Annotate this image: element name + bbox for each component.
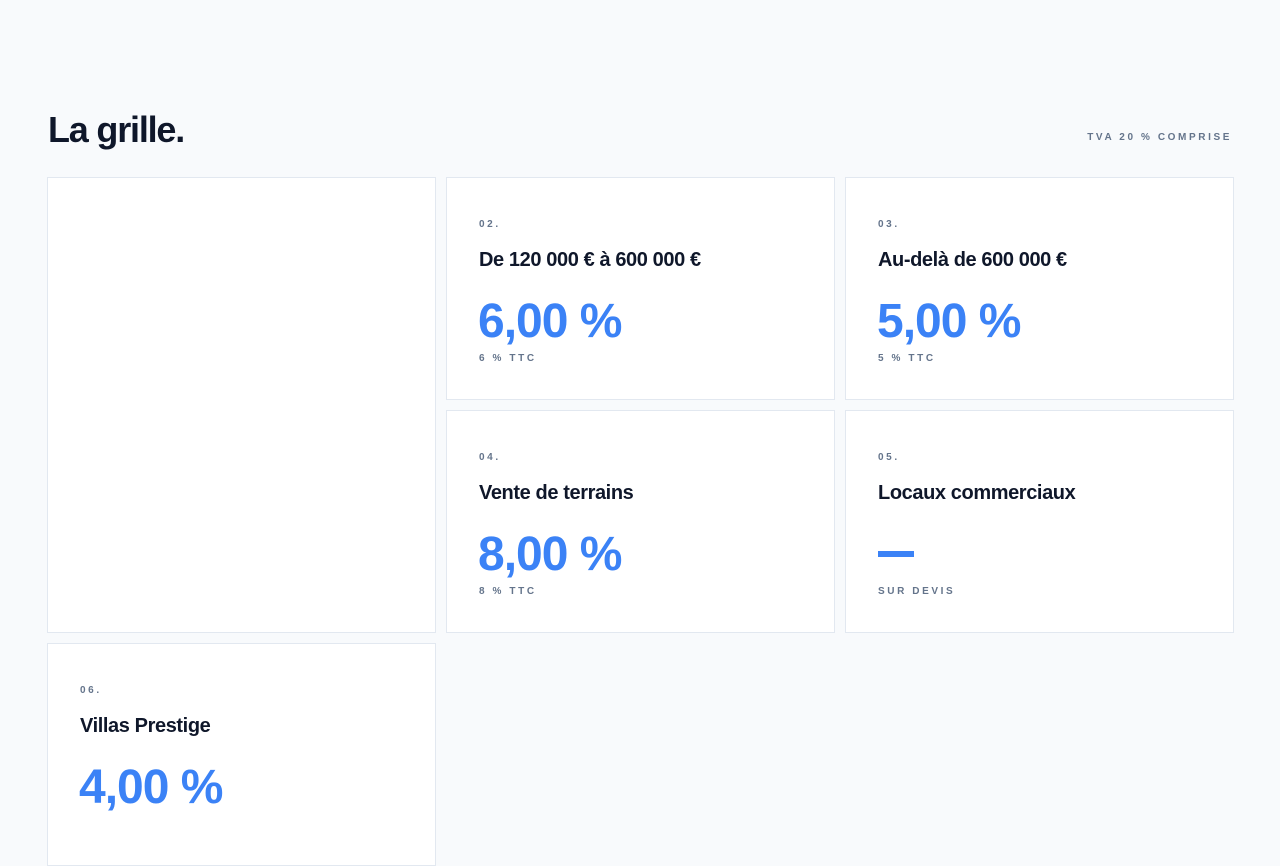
card-rate: 6,00 % xyxy=(478,295,622,348)
vat-note: TVA 20 % COMPRISE xyxy=(1087,132,1232,143)
card-title: Au-delà de 600 000 € xyxy=(878,249,1067,271)
card-index: 05. xyxy=(878,452,900,463)
pricing-card-02: 02. De 120 000 € à 600 000 € 6,00 % 6 % … xyxy=(446,177,835,400)
pricing-card-05: 05. Locaux commerciaux SUR DEVIS xyxy=(845,410,1234,633)
card-rate: 8,00 % xyxy=(478,528,622,581)
card-subtitle: SUR DEVIS xyxy=(878,586,956,597)
page-title: La grille. xyxy=(48,109,185,150)
card-index: 03. xyxy=(878,219,900,230)
card-index: 06. xyxy=(80,685,102,696)
card-index: 04. xyxy=(479,452,501,463)
pricing-grid: 02. De 120 000 € à 600 000 € 6,00 % 6 % … xyxy=(47,177,1234,866)
card-title: Vente de terrains xyxy=(479,482,634,504)
card-title: Villas Prestige xyxy=(80,715,211,737)
pricing-card-01 xyxy=(47,177,436,633)
pricing-card-06: 06. Villas Prestige 4,00 % xyxy=(47,643,436,866)
page-header: La grille. TVA 20 % COMPRISE xyxy=(48,108,1232,152)
pricing-card-03: 03. Au-delà de 600 000 € 5,00 % 5 % TTC xyxy=(845,177,1234,400)
card-subtitle: 6 % TTC xyxy=(479,353,537,364)
card-subtitle: 8 % TTC xyxy=(479,586,537,597)
card-rate: 5,00 % xyxy=(877,295,1021,348)
card-subtitle: 5 % TTC xyxy=(878,353,936,364)
pricing-card-04: 04. Vente de terrains 8,00 % 8 % TTC xyxy=(446,410,835,633)
card-rate: 4,00 % xyxy=(79,761,223,814)
card-index: 02. xyxy=(479,219,501,230)
card-title: Locaux commerciaux xyxy=(878,482,1076,504)
dash-icon xyxy=(878,551,914,557)
card-title: De 120 000 € à 600 000 € xyxy=(479,249,701,271)
